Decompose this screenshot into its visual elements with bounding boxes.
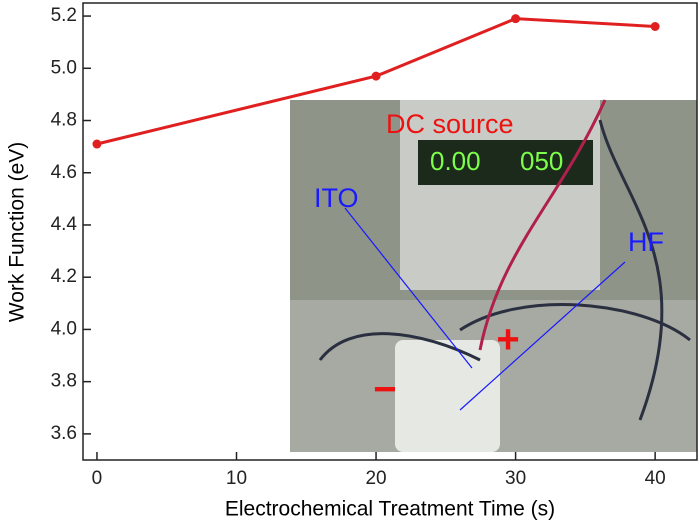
y-tick-label: 3.6 [51, 423, 77, 444]
red-cable [478, 99, 607, 351]
x-tick-label: 20 [365, 468, 386, 489]
ito-arrow [344, 207, 473, 369]
y-tick-label: 5.2 [51, 5, 77, 26]
annotation: ITO [314, 183, 359, 213]
annotation: DC source [386, 109, 514, 139]
y-tick-label: 3.8 [51, 371, 77, 392]
y-tick-label: 4.4 [51, 214, 78, 235]
plot-frame [82, 2, 698, 461]
annotation: − [373, 368, 396, 412]
x-tick-label: 30 [505, 468, 526, 489]
display-text: 0.00 [430, 146, 481, 176]
inset-photo: 0.00 050 DC source ITO HF + − [290, 99, 697, 452]
data-point [511, 14, 521, 24]
series-line [96, 17, 656, 146]
power-supply [400, 100, 600, 290]
data-point [650, 22, 660, 32]
annotation: HF [628, 227, 664, 257]
x-tick-label: 40 [645, 468, 666, 489]
y-tick-label: 4.0 [51, 318, 77, 339]
y-tick-label: 4.2 [51, 266, 77, 287]
x-tick-label: 10 [226, 468, 247, 489]
beaker [395, 340, 500, 452]
display-text: 050 [520, 146, 563, 176]
x-axis-label: Electrochemical Treatment Time (s) [225, 498, 555, 521]
hf-arrow [459, 261, 626, 411]
annotation: + [496, 318, 519, 362]
y-tick-label: 4.6 [51, 162, 77, 183]
y-tick-label: 4.8 [51, 110, 77, 131]
x-tick-label: 0 [92, 468, 103, 489]
data-point [371, 71, 381, 81]
data-point [92, 139, 102, 149]
y-axis-label: Work Function (eV) [6, 142, 29, 323]
y-tick-label: 5.0 [51, 57, 77, 78]
